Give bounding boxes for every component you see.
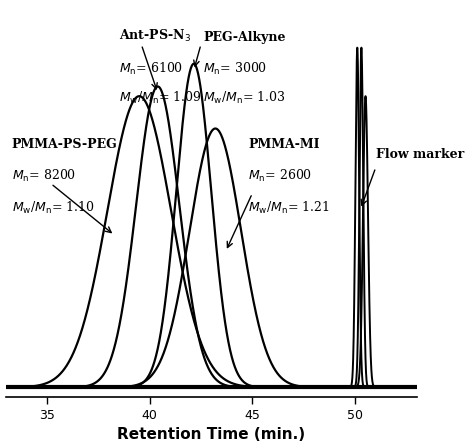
Text: $\mathit{M}_{\rm w}$/$\mathit{M}_{\rm n}$= 1.09: $\mathit{M}_{\rm w}$/$\mathit{M}_{\rm n}… xyxy=(118,90,201,106)
Text: PMMA-PS-PEG: PMMA-PS-PEG xyxy=(12,138,118,151)
Text: Ant-PS-N$_3$: Ant-PS-N$_3$ xyxy=(118,28,191,44)
Text: $\mathit{M}_{\rm n}$= 8200: $\mathit{M}_{\rm n}$= 8200 xyxy=(12,168,76,184)
Text: $\mathit{M}_{\rm w}$/$\mathit{M}_{\rm n}$= 1.10: $\mathit{M}_{\rm w}$/$\mathit{M}_{\rm n}… xyxy=(12,200,94,216)
Text: $\mathit{M}_{\rm w}$/$\mathit{M}_{\rm n}$= 1.03: $\mathit{M}_{\rm w}$/$\mathit{M}_{\rm n}… xyxy=(203,90,286,106)
Text: PEG-Alkyne: PEG-Alkyne xyxy=(203,31,285,44)
Text: Flow marker: Flow marker xyxy=(376,148,464,161)
Text: PMMA-MI: PMMA-MI xyxy=(248,138,320,151)
Text: $\mathit{M}_{\rm n}$= 3000: $\mathit{M}_{\rm n}$= 3000 xyxy=(203,60,267,77)
Text: $\mathit{M}_{\rm w}$/$\mathit{M}_{\rm n}$= 1.21: $\mathit{M}_{\rm w}$/$\mathit{M}_{\rm n}… xyxy=(248,200,329,216)
X-axis label: Retention Time (min.): Retention Time (min.) xyxy=(117,427,305,443)
Text: $\mathit{M}_{\rm n}$= 6100: $\mathit{M}_{\rm n}$= 6100 xyxy=(118,60,183,77)
Text: $\mathit{M}_{\rm n}$= 2600: $\mathit{M}_{\rm n}$= 2600 xyxy=(248,168,312,184)
